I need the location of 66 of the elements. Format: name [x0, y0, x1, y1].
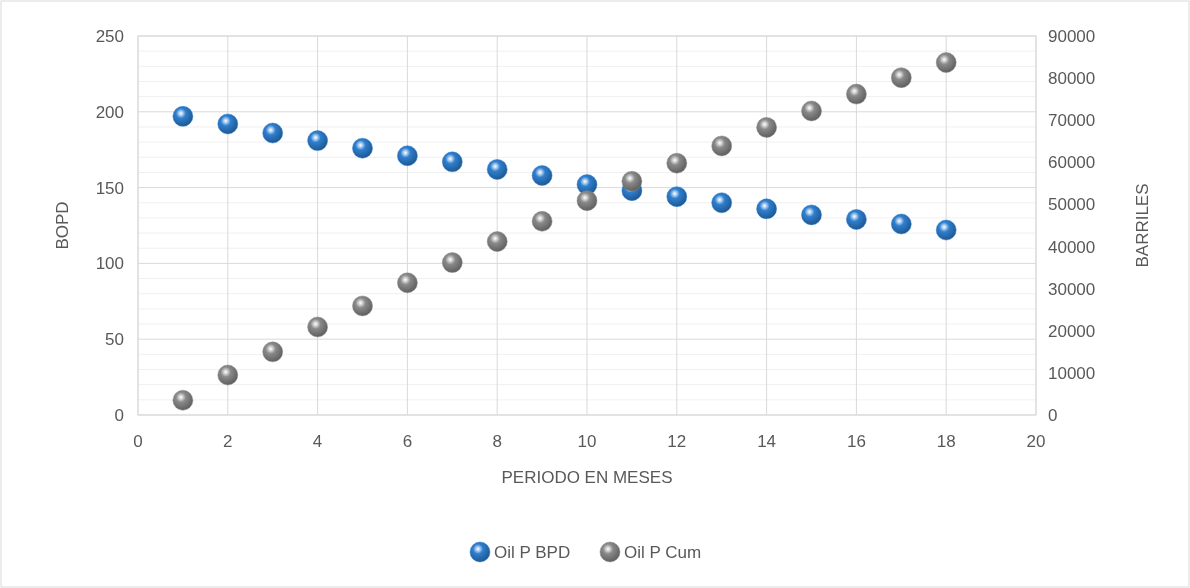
- point: [172, 390, 194, 411]
- y2-tick-label: 50000: [1048, 195, 1096, 215]
- point: [801, 100, 822, 122]
- point: [935, 52, 957, 73]
- y-tick-label: 200: [95, 102, 124, 122]
- point: [935, 219, 957, 241]
- y-tick-label: 50: [105, 330, 124, 350]
- y2-tick-label: 60000: [1048, 153, 1096, 173]
- point: [486, 231, 508, 252]
- y2-tick-label: 30000: [1048, 279, 1096, 299]
- y2-tick-label: 10000: [1048, 363, 1096, 383]
- point: [217, 364, 239, 386]
- point: [801, 204, 822, 226]
- y2-tick-label: 70000: [1048, 111, 1096, 131]
- y2-tick-label: 80000: [1048, 69, 1096, 89]
- point: [172, 106, 194, 127]
- y-tick-label: 150: [95, 178, 124, 198]
- point: [576, 190, 598, 211]
- x-tick-label: 6: [402, 432, 413, 451]
- point: [666, 186, 688, 207]
- y2-tick-label: 40000: [1048, 237, 1096, 257]
- point: [621, 171, 643, 192]
- y2-axis-title: BARRILES: [1133, 183, 1152, 268]
- point: [307, 130, 328, 151]
- x-tick-label: 16: [846, 432, 866, 451]
- point: [711, 135, 732, 157]
- y-axis-title: BOPD: [53, 201, 72, 250]
- x-tick-label: 8: [492, 432, 502, 451]
- point: [352, 137, 373, 159]
- point: [262, 122, 283, 144]
- point: [891, 213, 912, 235]
- y-tick-label: 250: [95, 26, 124, 46]
- point: [846, 83, 867, 105]
- point: [891, 67, 912, 88]
- point: [352, 295, 373, 317]
- point: [442, 252, 463, 273]
- point: [217, 113, 239, 135]
- point: [397, 272, 418, 294]
- point: [756, 117, 777, 138]
- x-tick-label: 20: [1026, 432, 1046, 451]
- x-tick-label: 10: [577, 432, 597, 451]
- y-tick-label: 0: [114, 405, 124, 425]
- y2-tick-label: 20000: [1048, 321, 1096, 341]
- x-tick-label: 0: [133, 432, 143, 451]
- x-tick-label: 2: [223, 432, 233, 451]
- point: [756, 198, 777, 220]
- point: [486, 159, 508, 180]
- y2-tick-label: 90000: [1048, 26, 1096, 46]
- point: [846, 209, 867, 230]
- legend-label: Oil P Cum: [624, 542, 702, 562]
- point: [531, 165, 553, 186]
- x-tick-label: 18: [936, 432, 956, 451]
- point: [307, 316, 328, 338]
- x-tick-label: 4: [312, 432, 323, 451]
- point: [442, 151, 463, 173]
- point: [531, 211, 553, 232]
- point: [397, 145, 418, 167]
- legend-label: Oil P BPD: [494, 542, 571, 562]
- y-tick-label: 100: [95, 254, 124, 274]
- point: [666, 152, 688, 174]
- x-tick-label: 14: [757, 432, 777, 451]
- x-tick-label: 12: [667, 432, 687, 451]
- point: [711, 192, 732, 214]
- x-axis-title: PERIODO EN MESES: [501, 468, 673, 487]
- y2-tick-label: 0: [1048, 405, 1058, 425]
- point: [262, 341, 283, 363]
